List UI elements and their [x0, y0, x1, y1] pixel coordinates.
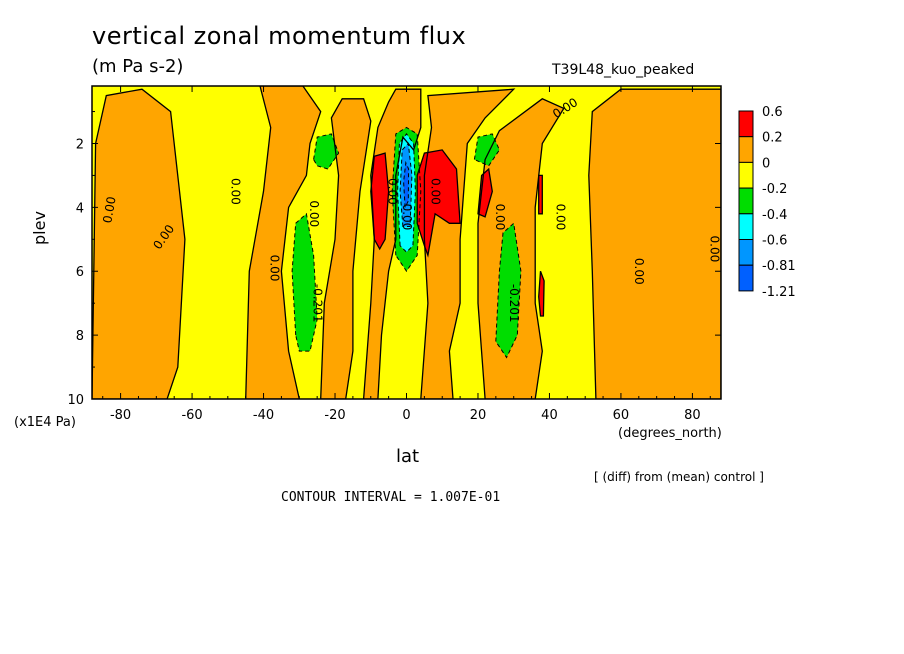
- contour-line: [538, 174, 543, 215]
- contour-label: 0.00: [307, 200, 321, 227]
- contour-line: [416, 149, 461, 258]
- contour-line: [477, 167, 493, 218]
- legend-swatch: [738, 136, 754, 163]
- legend-swatch: [738, 213, 754, 241]
- contour-lines: [92, 86, 721, 399]
- contour-region: [538, 175, 543, 214]
- contour-line: [291, 212, 318, 352]
- legend-swatch: [738, 187, 754, 215]
- x-tick-label: -40: [253, 408, 274, 423]
- contour-label: 0.00: [400, 204, 414, 231]
- x-tick-label: 40: [541, 408, 558, 423]
- y-tick-label: 2: [76, 137, 84, 152]
- x-tick-label: -80: [110, 408, 131, 423]
- contour-label: 0.00: [707, 236, 721, 263]
- color-legend: 0.6 0.2 0 -0.2 -0.4 -0.6 -0.81 -1.21: [738, 105, 796, 300]
- legend-label: 0.6: [762, 105, 783, 120]
- y-tick-label: 10: [67, 393, 84, 408]
- legend-label: -0.2: [762, 182, 787, 197]
- legend-swatch: [738, 239, 754, 266]
- contour-region: [370, 153, 389, 249]
- x-unit-label: (degrees_north): [618, 426, 722, 441]
- contour-line: [477, 98, 565, 399]
- x-axis-label: lat: [396, 446, 420, 467]
- y-axis-label: plev: [30, 211, 49, 245]
- contour-line: [399, 142, 413, 227]
- contour-region: [245, 86, 321, 399]
- legend-label: -1.21: [762, 285, 796, 300]
- legend-swatch: [738, 161, 754, 189]
- x-tick-label: -20: [324, 408, 345, 423]
- contour-region: [320, 98, 371, 399]
- x-axis: -80 -60 -40 -20 0 20 40 60 80: [102, 86, 711, 423]
- y-tick-label: 8: [76, 329, 84, 344]
- contour-label: 0.00: [100, 195, 118, 224]
- chart-title: vertical zonal momentum flux: [92, 22, 467, 50]
- y-axis: 2 4 6 8 10: [67, 111, 721, 408]
- contour-region: [92, 89, 185, 399]
- y-tick-label: 4: [76, 201, 84, 216]
- y-unit-label: (x1E4 Pa): [14, 415, 76, 430]
- contour-region: [313, 133, 339, 169]
- contour-line: [245, 86, 322, 399]
- contour-region: [417, 149, 461, 256]
- contour-line: [397, 133, 416, 253]
- contour-line: [370, 152, 390, 251]
- legend-label: 0.2: [762, 131, 783, 146]
- contour-label: -0.201: [311, 284, 325, 323]
- contour-label: -0.201: [507, 284, 521, 323]
- contour-region: [495, 223, 521, 358]
- x-tick-label: 60: [613, 408, 630, 423]
- contour-region: [403, 162, 409, 208]
- contour-line: [313, 133, 340, 170]
- contour-line: [588, 88, 721, 399]
- contour-region: [292, 213, 318, 352]
- contour-line: [391, 126, 422, 273]
- legend-label: -0.4: [762, 208, 787, 223]
- legend-label: -0.81: [762, 259, 796, 274]
- x-tick-label: 20: [470, 408, 487, 423]
- x-tick-label: -60: [181, 408, 202, 423]
- diff-note: [ (diff) from (mean) control ]: [594, 470, 764, 484]
- units-label: (m Pa s-2): [92, 56, 184, 77]
- contour-line: [92, 88, 186, 399]
- contour-label: 0.00: [386, 178, 400, 205]
- contour-interval: CONTOUR INTERVAL = 1.007E-01: [281, 490, 501, 505]
- contour-line: [495, 222, 522, 359]
- contour-labels: 0.000.000.000.000.00-0.2010.000.000.000.…: [100, 95, 721, 322]
- contour-line: [538, 270, 545, 317]
- contour-label: 0.00: [632, 258, 646, 285]
- contour-line: [320, 98, 372, 399]
- contour-label: 0.00: [493, 204, 507, 231]
- y-tick-label: 6: [76, 265, 84, 280]
- contour-fill-regions: [92, 86, 721, 399]
- contour-label: 0.00: [228, 178, 242, 205]
- x-tick-label: 0: [402, 408, 410, 423]
- contour-line: [362, 88, 422, 399]
- contour-label: 0.00: [429, 178, 443, 205]
- legend-swatch: [738, 264, 754, 292]
- legend-label: 0: [762, 156, 770, 171]
- contour-region: [588, 89, 721, 399]
- legend-label: -0.6: [762, 234, 787, 249]
- contour-label: 0.00: [554, 204, 568, 231]
- contour-label: 0.00: [268, 255, 282, 282]
- contour-line: [420, 88, 516, 399]
- legend-swatch: [738, 110, 754, 138]
- run-label: T39L48_kuo_peaked: [552, 62, 695, 78]
- contour-line: [403, 160, 410, 210]
- x-tick-label: 80: [684, 408, 701, 423]
